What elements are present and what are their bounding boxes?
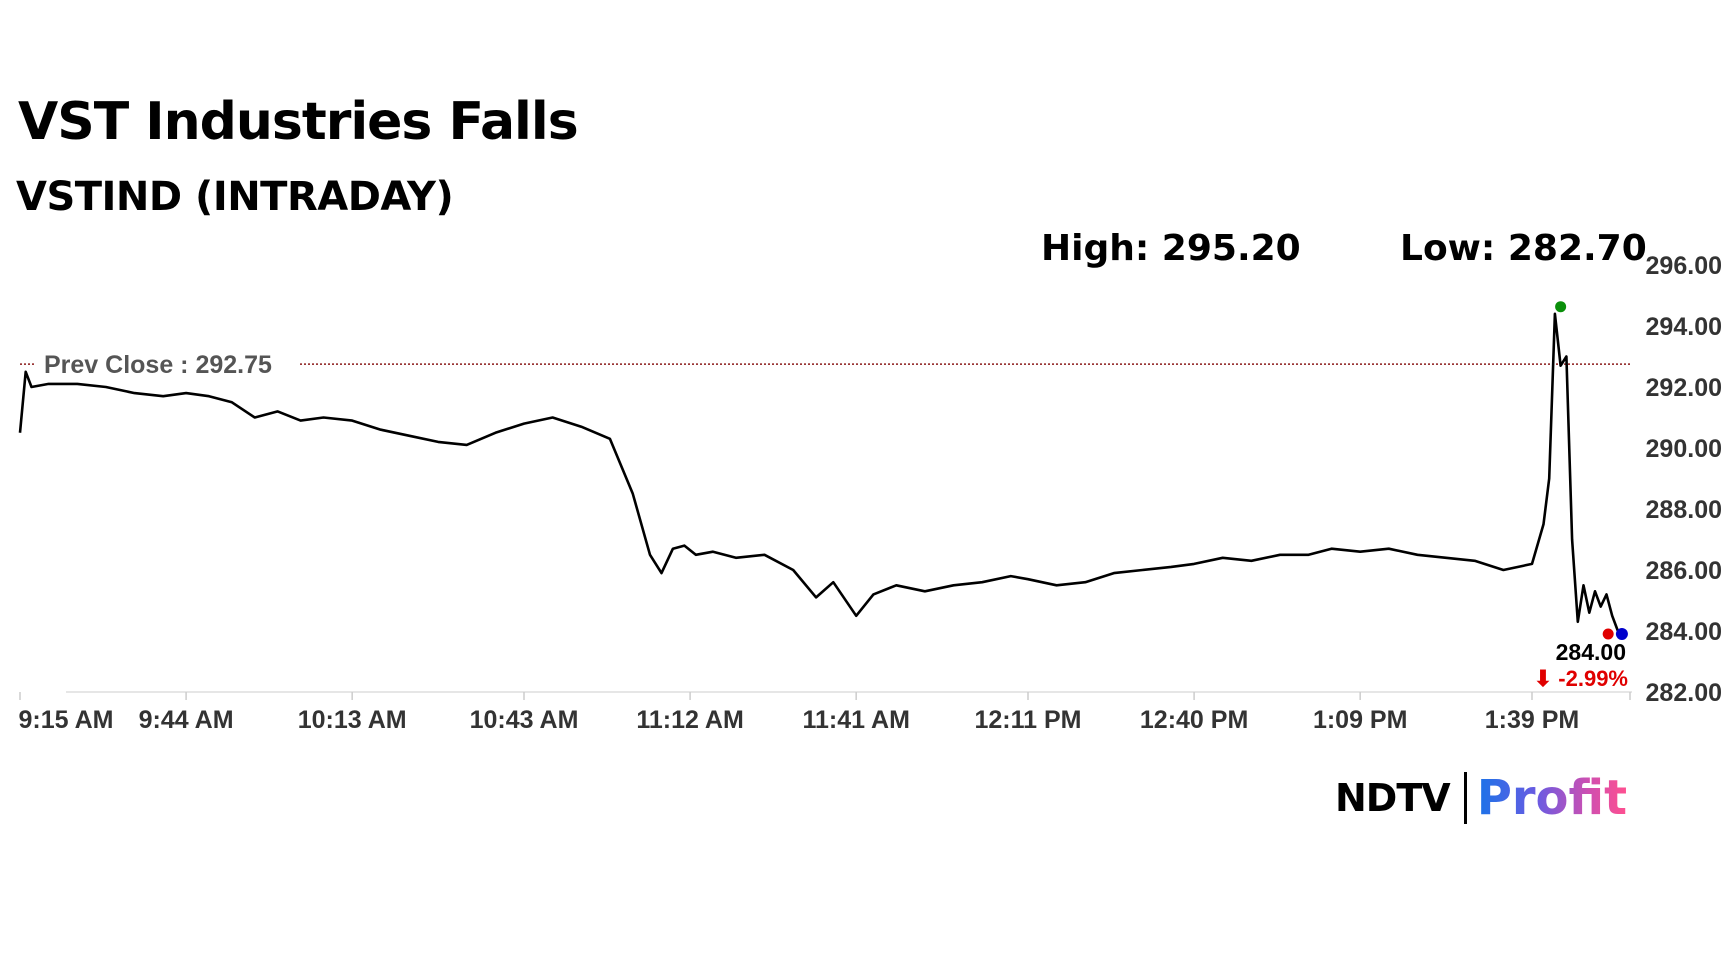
x-tick-label: 10:13 AM <box>298 706 407 734</box>
low-marker <box>1602 628 1614 640</box>
x-tick-label: 9:15 AM <box>19 706 114 734</box>
x-tick-label: 10:43 AM <box>470 706 579 734</box>
prev-close-label: Prev Close : 292.75 <box>44 351 272 379</box>
price-series-line <box>18 312 1620 632</box>
chart-subtitle: VSTIND (INTRADAY) <box>16 174 454 220</box>
x-tick-label: 9:44 AM <box>139 706 234 734</box>
y-tick-label: 284.00 <box>1646 618 1722 646</box>
last-price-label: 284.00 <box>1556 639 1626 665</box>
high-marker <box>1555 301 1567 313</box>
y-tick-label: 294.00 <box>1646 313 1722 341</box>
profit-logo-text: Profit <box>1476 770 1628 826</box>
x-tick-label: 11:41 AM <box>802 706 909 734</box>
last-price-marker <box>1615 628 1628 640</box>
x-tick-label: 11:12 AM <box>636 706 743 734</box>
y-tick-label: 292.00 <box>1646 374 1722 402</box>
chart-title: VST Industries Falls <box>18 92 579 152</box>
y-tick-label: 288.00 <box>1646 496 1722 524</box>
y-tick-label: 286.00 <box>1646 557 1722 585</box>
x-tick-label: 12:40 PM <box>1140 706 1248 734</box>
y-tick-label: 282.00 <box>1646 679 1722 707</box>
ndtv-profit-logo: NDTV Profit <box>1335 770 1627 826</box>
x-tick-label: 1:09 PM <box>1313 706 1407 734</box>
y-tick-label: 290.00 <box>1646 435 1722 463</box>
high-label: High: 295.20 <box>1041 228 1301 269</box>
y-tick-label: 296.00 <box>1646 252 1722 280</box>
ndtv-logo-text: NDTV <box>1335 776 1451 820</box>
change-label: ⬇ -2.99% <box>1534 666 1628 691</box>
low-label: Low: 282.70 <box>1400 228 1647 269</box>
prev-close-label-bg <box>36 344 298 375</box>
logo-divider <box>1463 772 1467 824</box>
x-tick-label: 1:39 PM <box>1485 706 1579 734</box>
x-tick-label: 12:11 PM <box>974 706 1081 734</box>
